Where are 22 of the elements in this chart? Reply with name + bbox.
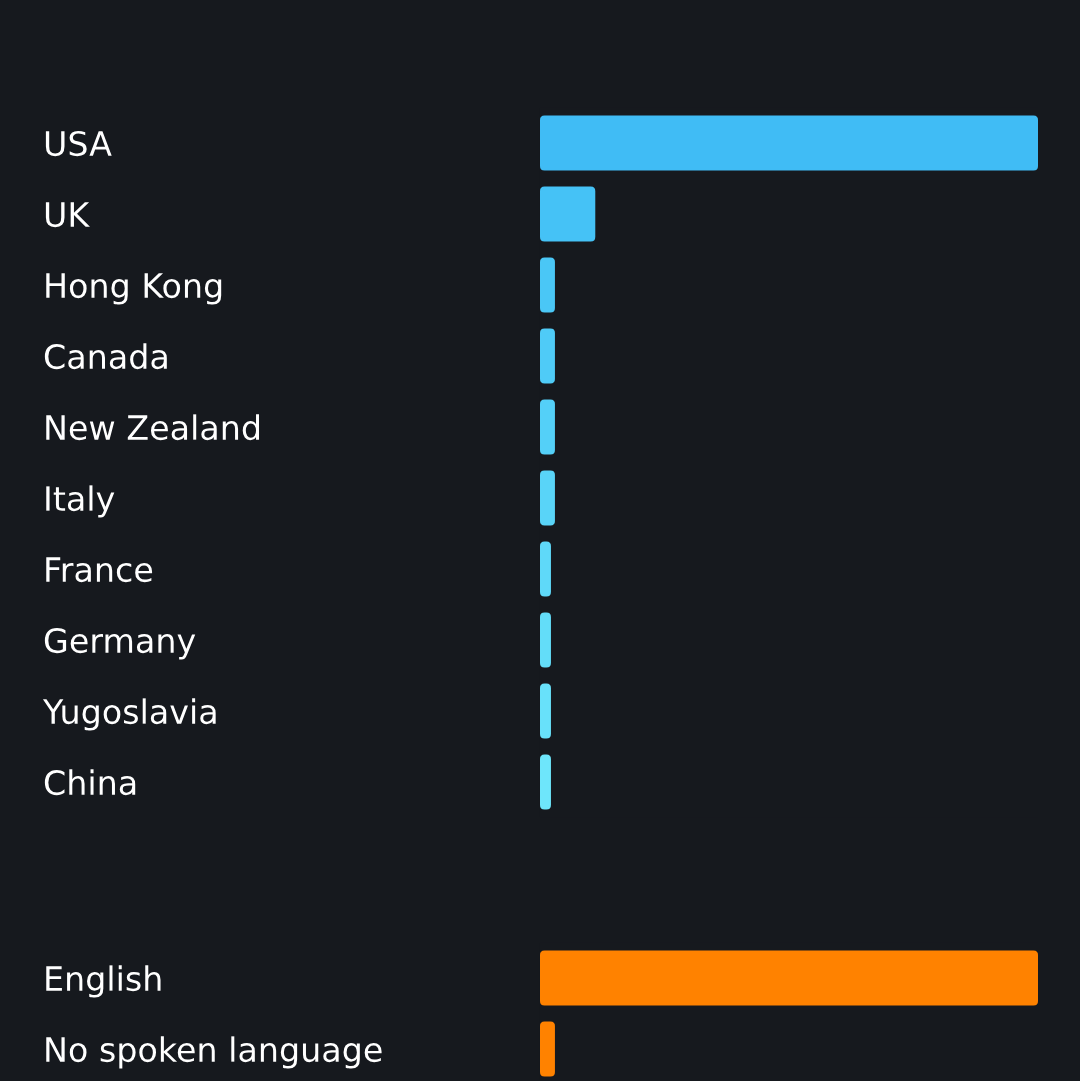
y-tick-label: No spoken language [46, 1036, 382, 1069]
y-tick-label: New Zealand [46, 414, 260, 441]
y-tick-label: Germany [44, 627, 196, 660]
y-tick-label: Yugoslavia [42, 698, 216, 731]
y-tick-label: USA [45, 130, 112, 157]
bar [540, 399, 555, 455]
bar [540, 754, 551, 810]
bar [540, 683, 551, 739]
y-tick-label: Italy [46, 485, 115, 518]
y-tick-label: France [46, 557, 153, 583]
y-tick-label: Canada [44, 343, 167, 370]
bar [540, 257, 555, 313]
y-tick-label: China [44, 769, 136, 796]
y-tick-label: English [46, 965, 161, 998]
y-tick-label: Hong Kong [46, 273, 222, 305]
y-tick-label: UK [45, 202, 90, 228]
bar [540, 115, 1038, 171]
bar [540, 470, 555, 526]
bar [540, 612, 551, 668]
bar [540, 186, 596, 242]
bar [540, 541, 551, 597]
bar [540, 328, 555, 384]
